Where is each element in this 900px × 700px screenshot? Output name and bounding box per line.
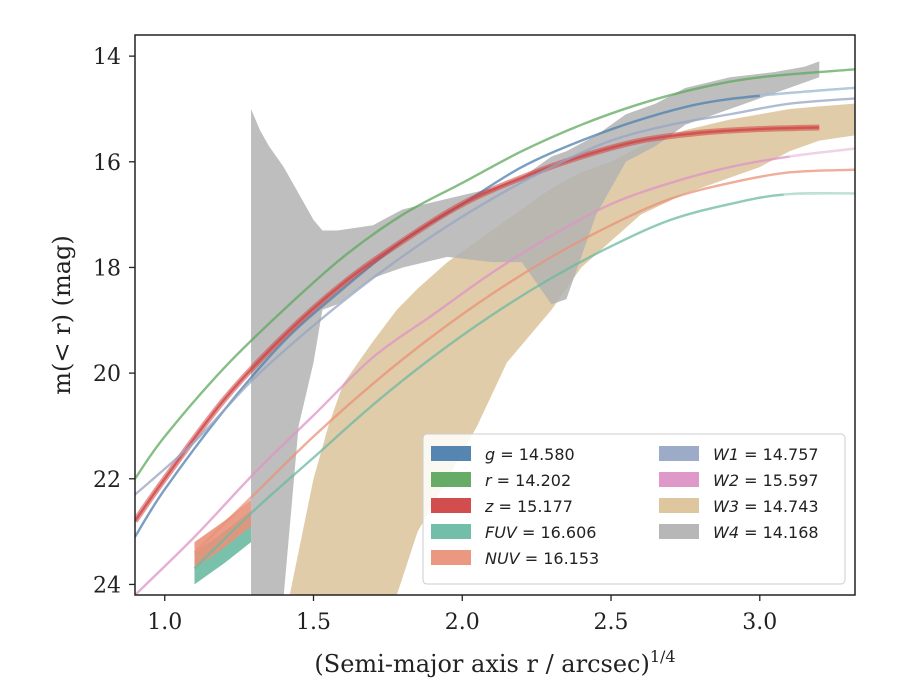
x-tick-label: 3.0 — [742, 610, 777, 635]
plot-frame — [134, 34, 856, 596]
series-band-8 — [251, 61, 820, 595]
legend: g = 14.580 r = 14.202 z = 15.177 FUV = 16.6… — [422, 433, 846, 585]
y-axis-label: m(< r) (mag) — [48, 235, 76, 394]
series-line-6 — [135, 147, 855, 595]
legend-swatch — [431, 550, 471, 565]
y-tick-label: 14 — [93, 45, 121, 70]
legend-entry: W3 = 14.743 — [713, 497, 819, 516]
legend-entry: W1 = 14.757 — [713, 445, 819, 464]
legend-entry: W4 = 14.168 — [713, 523, 819, 542]
series-band-4 — [194, 499, 252, 569]
y-axis: 14 16 18 20 22 24 — [93, 45, 135, 598]
legend-entry: NUV = 16.153 — [485, 549, 599, 568]
y-tick-label: 24 — [93, 573, 121, 598]
y-tick-label: 18 — [93, 256, 121, 281]
legend-box — [422, 433, 846, 585]
series-line-4 — [193, 168, 855, 554]
series-line-fade-3 — [783, 192, 855, 196]
x-tick-label: 1.0 — [147, 610, 182, 635]
x-tick-label: 2.0 — [445, 610, 480, 635]
series-line-2 — [135, 126, 820, 522]
series-line-1 — [135, 68, 855, 480]
series-line-3 — [193, 192, 855, 570]
series-line-5 — [135, 97, 855, 496]
x-axis: 1.0 1.5 2.0 2.5 3.0 — [147, 595, 777, 635]
legend-entry: z = 15.177 — [484, 497, 573, 516]
legend-entry: FUV = 16.606 — [485, 523, 596, 542]
legend-swatch — [431, 472, 471, 487]
legend-entry: r = 14.202 — [485, 471, 571, 490]
legend-swatch — [659, 446, 699, 461]
legend-entry: g = 14.580 — [485, 445, 575, 464]
legend-swatch — [431, 524, 471, 539]
x-axis-label: (Semi-major axis r / arcsec)1/4 — [314, 647, 675, 678]
legend-swatch — [659, 498, 699, 513]
series-line-fade-6 — [789, 147, 855, 158]
y-tick-label: 22 — [93, 468, 121, 493]
x-tick-label: 1.5 — [296, 610, 331, 635]
y-tick-label: 20 — [93, 362, 121, 387]
legend-swatch — [431, 498, 471, 513]
y-tick-label: 16 — [93, 151, 121, 176]
legend-swatch — [659, 472, 699, 487]
legend-swatch — [659, 524, 699, 539]
series-line-fade-0 — [759, 86, 855, 97]
x-tick-label: 2.5 — [594, 610, 629, 635]
legend-entry: W2 = 15.597 — [713, 471, 819, 490]
legend-swatch — [431, 446, 471, 461]
